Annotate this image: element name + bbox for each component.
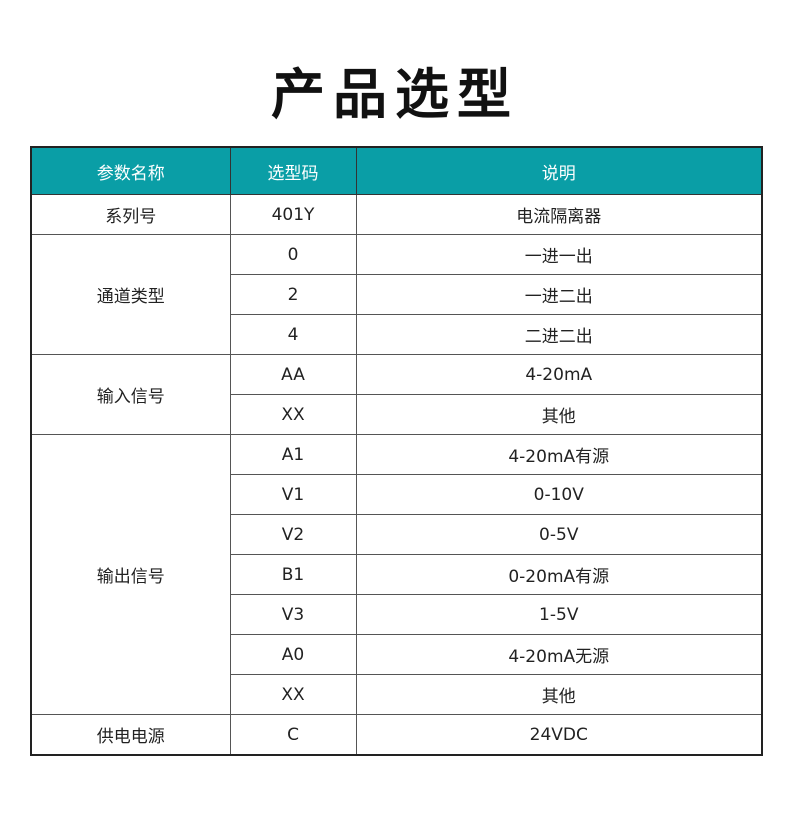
code-cell: A0 [229,634,357,675]
table-row: B1 0-20mA有源 [31,554,763,595]
desc-cell: 二进二出 [355,314,763,355]
desc-cell: 4-20mA有源 [355,434,763,475]
table-row: 通道类型 0 一进一出 [30,234,763,355]
table-row: 系列号 401Y 电流隔离器 [30,194,763,235]
param-name-cell: 输出信号 [30,434,231,715]
table-row: A0 4-20mA无源 [31,634,763,675]
code-cell: 4 [229,314,357,355]
column-header-param: 参数名称 [30,146,231,195]
code-cell: C [229,714,357,756]
desc-cell: 其他 [355,394,763,435]
selection-table: 参数名称 选型码 说明 系列号 401Y 电流隔离器 通道类型 0 一进一出 2 一进二出 4 二… [30,146,763,756]
table-row: 4 二进二出 [31,314,763,355]
code-cell: AA [229,354,357,395]
param-name-cell: 供电电源 [30,714,231,756]
table-row: V1 0-10V [31,474,763,515]
table-row: XX 其他 [31,394,763,435]
code-cell: 0 [229,234,357,275]
code-cell: V3 [229,594,357,635]
table-row: 输入信号 AA 4-20mA [30,354,763,435]
page-title: 产品选型 [271,63,519,126]
table-row: V2 0-5V [31,514,763,555]
code-cell: XX [229,394,357,435]
param-name-cell: 系列号 [30,194,231,235]
column-header-code: 选型码 [229,146,357,195]
code-cell: XX [229,674,357,715]
column-header-desc: 说明 [355,146,763,195]
table-row: XX 其他 [31,674,763,715]
code-cell: A1 [229,434,357,475]
table-row: 供电电源 C 24VDC [30,714,763,756]
desc-cell: 一进二出 [355,274,763,315]
param-name-cell: 通道类型 [30,234,231,355]
table-row: 输出信号 A1 4-20mA有源 [30,434,763,715]
desc-cell: 24VDC [355,714,763,756]
desc-cell: 4-20mA [355,354,763,395]
code-cell: B1 [229,554,357,595]
desc-cell: 其他 [355,674,763,715]
code-cell: V1 [229,474,357,515]
desc-cell: 1-5V [355,594,763,635]
code-cell: 401Y [229,194,357,235]
desc-cell: 0-20mA有源 [355,554,763,595]
table-header: 参数名称 选型码 说明 [30,146,763,195]
desc-cell: 0-10V [355,474,763,515]
desc-cell: 电流隔离器 [355,194,763,235]
param-name-cell: 输入信号 [30,354,231,435]
desc-cell: 4-20mA无源 [355,634,763,675]
code-cell: 2 [229,274,357,315]
code-cell: V2 [229,514,357,555]
desc-cell: 0-5V [355,514,763,555]
desc-cell: 一进一出 [355,234,763,275]
